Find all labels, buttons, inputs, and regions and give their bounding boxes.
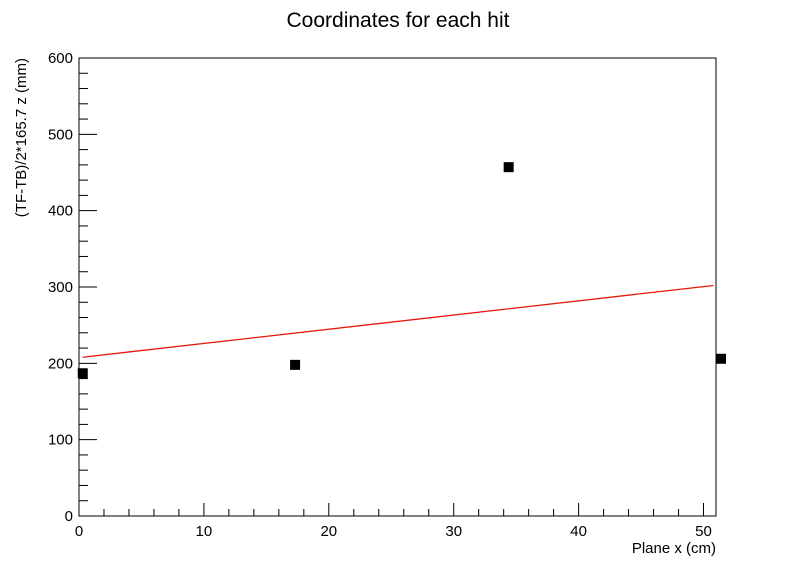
y-tick-label: 300 (48, 279, 73, 296)
y-tick-label: 500 (48, 126, 73, 143)
x-axis-label: Plane x (cm) (632, 540, 716, 557)
axes (78, 57, 717, 517)
data-point (77, 368, 88, 379)
y-tick-label: 100 (48, 432, 73, 449)
x-tick-label: 0 (75, 523, 83, 540)
y-tick-label: 0 (65, 508, 73, 525)
plot-frame (78, 57, 717, 517)
y-tick-label: 200 (48, 355, 73, 372)
data-points (77, 162, 726, 379)
data-point (290, 359, 301, 370)
y-tick-label: 400 (48, 203, 73, 220)
x-tick-label: 30 (445, 523, 462, 540)
data-point (715, 353, 726, 364)
x-tick-label: 50 (695, 523, 712, 540)
x-tick-label: 40 (570, 523, 587, 540)
data-point (503, 162, 514, 173)
axis-ticks (78, 57, 705, 517)
chart-title: Coordinates for each hit (287, 9, 510, 32)
y-axis-label: (TF-TB)/2*165.7 z (mm) (13, 58, 30, 217)
x-tick-label: 20 (320, 523, 337, 540)
fit-line (82, 284, 714, 358)
x-tick-label: 10 (196, 523, 213, 540)
y-tick-label: 600 (48, 50, 73, 67)
